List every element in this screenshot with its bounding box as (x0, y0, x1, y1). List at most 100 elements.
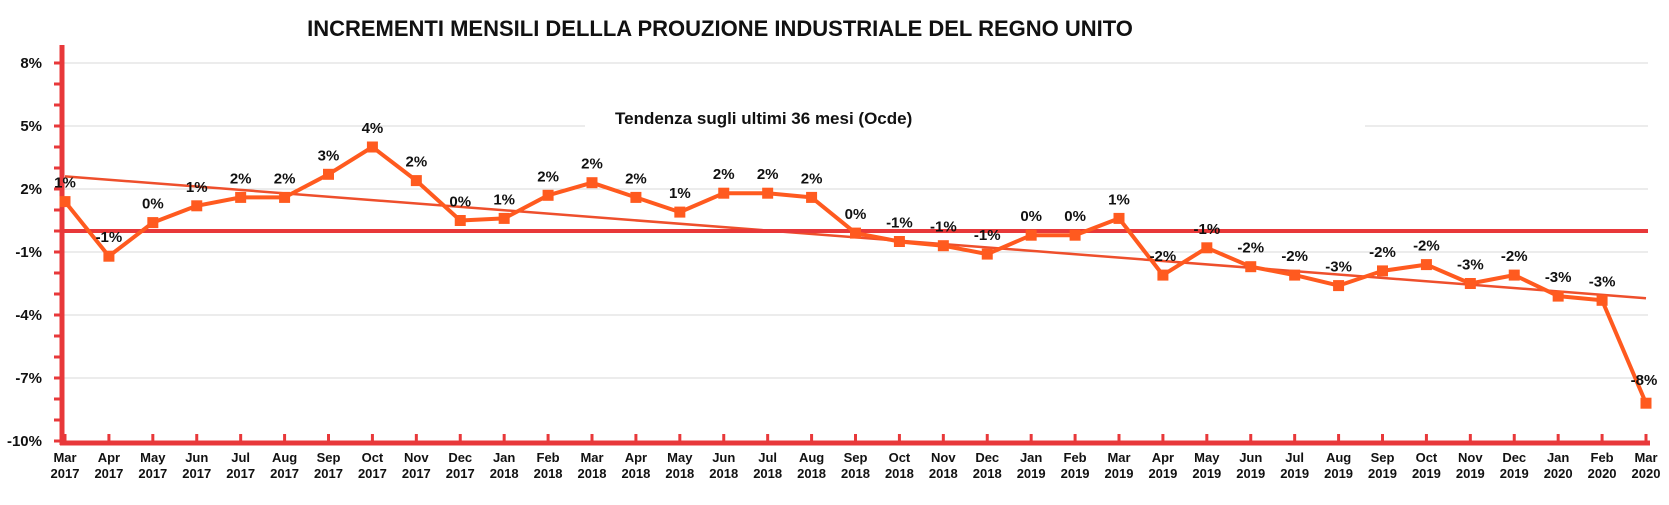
data-label: -8% (1631, 372, 1658, 389)
data-label: -1% (886, 215, 913, 232)
data-label: -2% (1150, 248, 1177, 265)
data-label: 1% (54, 175, 76, 192)
data-point (1113, 212, 1125, 224)
x-tick-label: Aug 2019 (1324, 450, 1353, 481)
x-tick-label: Oct 2017 (358, 450, 387, 481)
x-tick-label: Aug 2017 (270, 450, 299, 481)
data-label: 2% (713, 166, 735, 183)
x-tick-label: Mar 2018 (578, 450, 607, 481)
x-tick-label: Oct 2019 (1412, 450, 1441, 481)
data-label: -3% (1589, 273, 1616, 290)
x-tick-label: Sep 2018 (841, 450, 870, 481)
data-label: 4% (362, 120, 384, 137)
data-label: -2% (1369, 244, 1396, 261)
data-label: -1% (930, 219, 957, 236)
x-tick-label: Nov 2019 (1456, 450, 1485, 481)
chart-title: INCREMENTI MENSILI DELLLA PROUZIONE INDU… (307, 16, 1133, 41)
x-tick-label: Dec 2019 (1500, 450, 1529, 481)
data-point (674, 206, 686, 218)
data-point (103, 250, 115, 262)
x-tick-label: Jul 2018 (753, 450, 782, 481)
x-tick-label: Jan 2019 (1017, 450, 1046, 481)
data-label: -1% (974, 227, 1001, 244)
x-tick-label: Jul 2019 (1280, 450, 1309, 481)
x-tick-label: Mar 2020 (1632, 450, 1661, 481)
x-tick-label: Mar 2019 (1105, 450, 1134, 481)
data-label: 2% (274, 170, 296, 187)
data-label: 1% (669, 185, 691, 202)
data-point (147, 217, 159, 229)
data-point (806, 191, 818, 203)
data-label: 0% (449, 194, 471, 211)
data-label: 2% (405, 154, 427, 171)
x-tick-label: Mar 2017 (51, 450, 80, 481)
data-label: 1% (493, 191, 515, 208)
y-tick-label: -4% (15, 307, 42, 324)
data-point (1596, 294, 1608, 306)
x-tick-label: Sep 2019 (1368, 450, 1397, 481)
data-point (279, 191, 291, 203)
x-tick-label: Jul 2017 (226, 450, 255, 481)
x-tick-label: Nov 2018 (929, 450, 958, 481)
y-tick-label: -7% (15, 370, 42, 387)
data-point (542, 189, 554, 201)
data-point (1552, 290, 1564, 302)
x-tick-label: Apr 2018 (621, 450, 650, 481)
data-label: 1% (186, 179, 208, 196)
x-tick-label: Jun 2018 (709, 450, 738, 481)
data-label: 2% (801, 170, 823, 187)
data-labels: 1% -1% 0% 1% 2% 2% 3% 4% 2% 0% 1% 2% 2% 2% 1% 2% 2% 2% 0% -… (54, 120, 1657, 389)
x-axis-ticks: Mar 2017 Apr 2017 May 2017 Jun 2017 Jul 2017 Aug 20… (51, 450, 1661, 481)
y-axis-ticks: 8% 5% 2% -1% -4% -7% -10% (7, 55, 42, 450)
x-tick-label: May 2018 (665, 450, 694, 481)
y-tick-label: 5% (20, 118, 42, 135)
x-tick-label: Apr 2017 (94, 450, 123, 481)
data-label: -1% (1193, 221, 1220, 238)
data-point (850, 227, 861, 239)
x-tick-label: Sep 2017 (314, 450, 343, 481)
x-tick-label: Aug 2018 (797, 450, 826, 481)
data-label: -2% (1237, 240, 1264, 257)
x-tick-label: Jun 2017 (182, 450, 211, 481)
series-line (63, 145, 1648, 404)
data-point (981, 248, 993, 260)
y-tick-label: -1% (15, 244, 42, 261)
annotation-background (585, 100, 1365, 136)
data-point (235, 191, 247, 203)
x-tick-label: Dec 2017 (446, 450, 475, 481)
data-point (1245, 261, 1257, 273)
x-tick-label: Feb 2019 (1061, 450, 1090, 481)
data-label: 2% (625, 170, 647, 187)
data-point (191, 200, 203, 212)
data-label: -1% (96, 229, 123, 246)
data-point (1640, 397, 1652, 409)
data-point (630, 191, 642, 203)
y-tick-label: 8% (20, 55, 42, 72)
data-point (1377, 265, 1388, 277)
data-point (1289, 269, 1301, 281)
data-label: 2% (757, 166, 779, 183)
data-point (1464, 278, 1476, 289)
data-label: -2% (1413, 238, 1440, 255)
data-label: 2% (537, 168, 559, 185)
data-point (1508, 269, 1520, 281)
data-label: 1% (1108, 191, 1130, 208)
data-label: 0% (845, 206, 867, 223)
data-label: -3% (1457, 257, 1484, 274)
data-point (1157, 269, 1169, 281)
x-tick-label: Apr 2019 (1148, 450, 1177, 481)
data-point (1420, 259, 1432, 271)
data-label: -2% (1281, 248, 1308, 265)
data-label: -2% (1501, 248, 1528, 265)
data-point (937, 240, 949, 252)
x-tick-label: Nov 2017 (402, 450, 431, 481)
x-tick-label: Feb 2020 (1588, 450, 1617, 481)
x-tick-label: Jan 2018 (490, 450, 519, 481)
data-point (718, 187, 730, 199)
data-label: 0% (1020, 208, 1042, 225)
data-label: -3% (1545, 269, 1572, 286)
data-point (410, 175, 422, 187)
data-point (59, 196, 71, 208)
x-tick-label: May 2019 (1192, 450, 1221, 481)
x-tick-label: May 2017 (138, 450, 167, 481)
